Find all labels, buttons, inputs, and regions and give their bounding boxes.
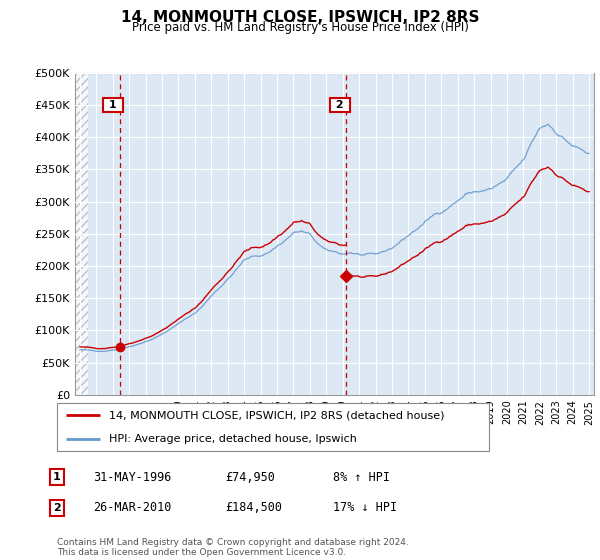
FancyBboxPatch shape <box>57 403 489 451</box>
Text: 17% ↓ HPI: 17% ↓ HPI <box>333 501 397 515</box>
Text: 8% ↑ HPI: 8% ↑ HPI <box>333 470 390 484</box>
Text: 31-MAY-1996: 31-MAY-1996 <box>93 470 172 484</box>
Text: 14, MONMOUTH CLOSE, IPSWICH, IP2 8RS (detached house): 14, MONMOUTH CLOSE, IPSWICH, IP2 8RS (de… <box>109 410 445 420</box>
Bar <box>75 73 88 395</box>
Text: HPI: Average price, detached house, Ipswich: HPI: Average price, detached house, Ipsw… <box>109 434 357 444</box>
Text: 14, MONMOUTH CLOSE, IPSWICH, IP2 8RS: 14, MONMOUTH CLOSE, IPSWICH, IP2 8RS <box>121 10 479 25</box>
Text: Price paid vs. HM Land Registry's House Price Index (HPI): Price paid vs. HM Land Registry's House … <box>131 21 469 34</box>
Text: 2: 2 <box>332 100 348 110</box>
Text: 2: 2 <box>53 503 61 513</box>
Text: 1: 1 <box>105 100 121 110</box>
Text: 1: 1 <box>53 472 61 482</box>
Text: £74,950: £74,950 <box>225 470 275 484</box>
Text: 26-MAR-2010: 26-MAR-2010 <box>93 501 172 515</box>
Text: Contains HM Land Registry data © Crown copyright and database right 2024.
This d: Contains HM Land Registry data © Crown c… <box>57 538 409 557</box>
Text: £184,500: £184,500 <box>225 501 282 515</box>
